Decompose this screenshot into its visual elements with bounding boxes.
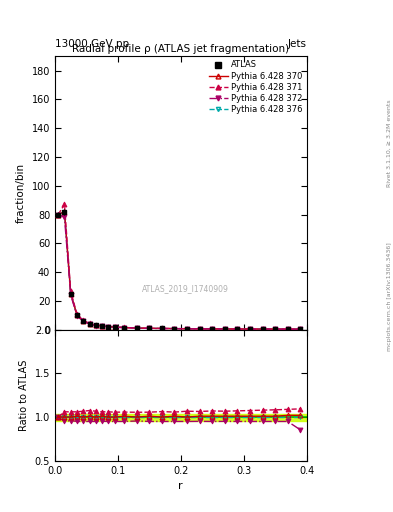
Y-axis label: fraction/bin: fraction/bin <box>16 163 26 223</box>
Text: ATLAS_2019_I1740909: ATLAS_2019_I1740909 <box>142 284 229 293</box>
Text: mcplots.cern.ch [arXiv:1306.3436]: mcplots.cern.ch [arXiv:1306.3436] <box>387 243 391 351</box>
Y-axis label: Ratio to ATLAS: Ratio to ATLAS <box>19 359 29 431</box>
Legend: ATLAS, Pythia 6.428 370, Pythia 6.428 371, Pythia 6.428 372, Pythia 6.428 376: ATLAS, Pythia 6.428 370, Pythia 6.428 37… <box>208 59 304 116</box>
Title: Radial profile ρ (ATLAS jet fragmentation): Radial profile ρ (ATLAS jet fragmentatio… <box>72 44 289 54</box>
Text: Jets: Jets <box>288 38 307 49</box>
Text: 13000 GeV pp: 13000 GeV pp <box>55 38 129 49</box>
Text: Rivet 3.1.10, ≥ 3.2M events: Rivet 3.1.10, ≥ 3.2M events <box>387 99 391 187</box>
X-axis label: r: r <box>178 481 183 491</box>
